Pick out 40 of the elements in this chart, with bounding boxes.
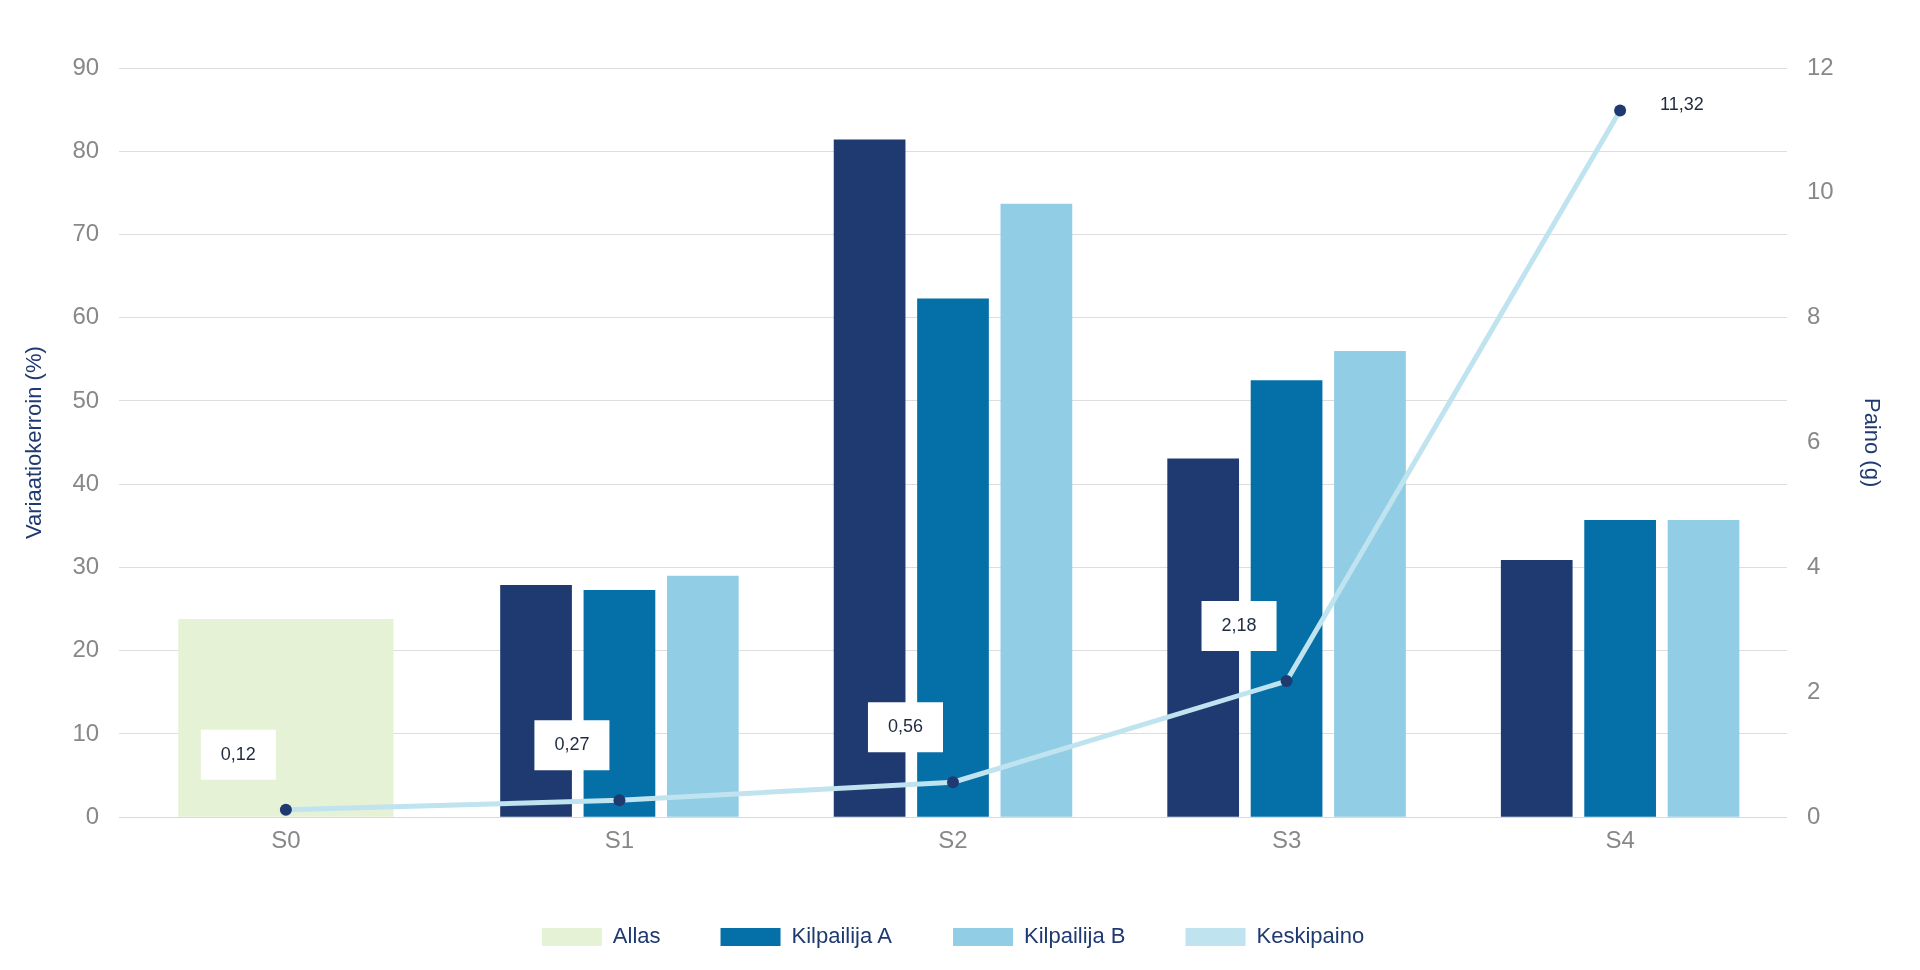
legend-label: Kilpailija B	[1024, 923, 1126, 949]
y-tick-label: 30	[72, 552, 100, 580]
y-tick-label: 20	[72, 635, 100, 663]
y2-tick-label: 12	[1806, 52, 1834, 80]
bar	[1334, 351, 1406, 817]
data-label: 2,18	[1221, 615, 1257, 636]
data-label: 0,27	[554, 734, 590, 755]
bar	[1584, 520, 1656, 817]
y-tick-label: 50	[72, 385, 100, 413]
y-tick-label: 10	[72, 718, 100, 746]
x-tick-label: S2	[938, 826, 968, 854]
legend-label: Allas	[612, 923, 661, 949]
y2-tick-label: 4	[1806, 552, 1821, 580]
bar	[666, 575, 739, 817]
x-tick-label: S1	[604, 826, 635, 854]
x-tick-label: S4	[1605, 826, 1635, 854]
y2-tick-label: 0	[1806, 801, 1821, 829]
bar	[1000, 203, 1073, 817]
y-tick-label: 90	[72, 52, 100, 80]
y-tick-label: 40	[72, 468, 100, 496]
y-axis-title: Variaatiokerroin (%)	[21, 346, 47, 539]
y2-tick-label: 2	[1806, 676, 1821, 704]
data-label: 0,56	[887, 716, 924, 737]
y-tick-label: 60	[72, 302, 100, 330]
y-tick-label: 0	[85, 801, 100, 829]
legend-label: Kilpailija A	[791, 923, 893, 949]
legend-label: Keskipaino	[1256, 923, 1365, 949]
x-tick-label: S3	[1271, 826, 1302, 854]
y2-axis-title: Paino (g)	[1859, 397, 1885, 488]
y2-tick-label: 6	[1806, 427, 1821, 455]
y-tick-label: 80	[72, 135, 100, 163]
data-label: 11,32	[1660, 94, 1704, 115]
y-tick-label: 70	[72, 219, 100, 247]
data-label: 0,12	[220, 743, 256, 764]
bar	[1500, 559, 1573, 817]
bar	[178, 619, 394, 817]
x-tick-label: S0	[271, 826, 301, 854]
bar	[1667, 520, 1740, 817]
y2-tick-label: 8	[1806, 302, 1821, 330]
y2-tick-label: 10	[1806, 177, 1834, 205]
